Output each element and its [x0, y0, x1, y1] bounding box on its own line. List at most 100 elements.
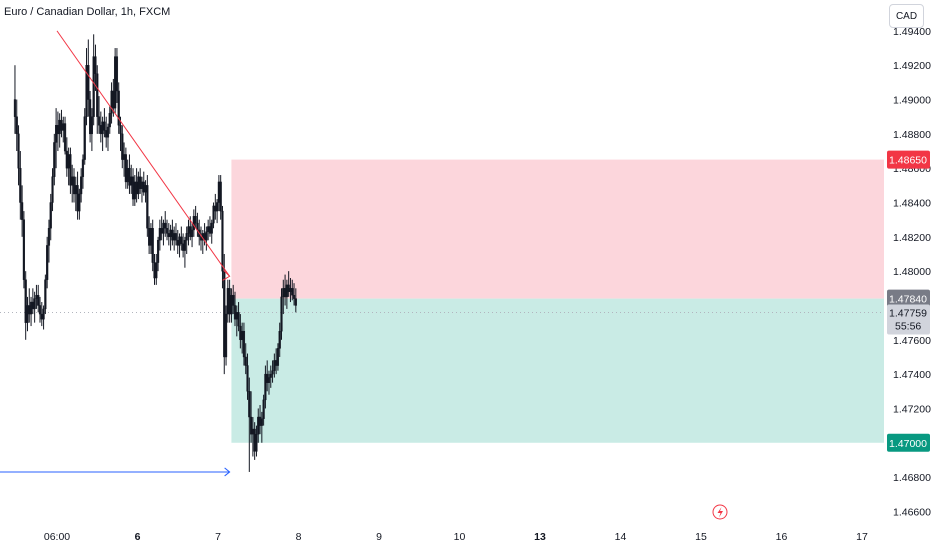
candle	[94, 44, 97, 91]
candle-body	[216, 202, 219, 212]
candle	[37, 284, 40, 313]
candle	[56, 111, 59, 152]
candle-body	[42, 308, 45, 320]
candle-body	[273, 360, 276, 371]
candle	[117, 82, 120, 134]
x-tick-label: 15	[695, 531, 707, 543]
candle-body	[171, 229, 174, 241]
candle-body	[72, 176, 76, 195]
candle	[194, 205, 197, 229]
candle	[51, 168, 54, 212]
candle-body	[246, 365, 249, 392]
candle	[40, 302, 43, 327]
candle-body	[214, 205, 217, 212]
trendline[interactable]	[56, 30, 231, 277]
candle	[182, 233, 185, 258]
candle-body	[103, 121, 106, 131]
candle-body	[230, 294, 233, 315]
candle-body	[53, 142, 56, 177]
candle	[192, 209, 195, 237]
candle-body	[76, 185, 79, 212]
candle	[121, 125, 124, 169]
candle	[276, 343, 280, 371]
candle	[103, 108, 106, 138]
candle	[44, 274, 47, 315]
candle	[97, 96, 101, 134]
candle-body	[22, 219, 26, 280]
candle-body	[17, 133, 20, 169]
candle-body	[162, 222, 165, 234]
candle	[214, 193, 217, 220]
candle	[55, 108, 58, 169]
candle-body	[51, 176, 54, 203]
candle-body	[205, 231, 208, 241]
candle	[165, 219, 169, 241]
candle	[169, 224, 172, 251]
candle-body	[180, 236, 183, 244]
candle-body	[269, 373, 272, 378]
candle-body	[164, 222, 167, 229]
candle-body	[219, 181, 222, 212]
candle-body	[165, 228, 169, 234]
candle	[90, 108, 93, 152]
y-tick-label: 1.47600	[893, 335, 931, 347]
candle-body	[189, 226, 192, 238]
y-tick-label: 1.46800	[893, 472, 931, 484]
candle	[15, 99, 18, 152]
chart-title: Euro / Canadian Dollar, 1h, FXCM	[4, 6, 171, 18]
candle-body	[144, 185, 147, 193]
candle	[78, 188, 81, 220]
candle	[160, 216, 163, 241]
candle-body	[192, 216, 195, 231]
candle	[158, 219, 161, 251]
take-profit-zone[interactable]	[231, 298, 884, 443]
candle	[183, 236, 187, 268]
candle-body	[106, 126, 110, 138]
candle-body	[233, 305, 237, 320]
candle-body	[21, 202, 24, 220]
candle-body	[105, 130, 108, 138]
candle	[139, 168, 142, 194]
candle	[83, 108, 86, 165]
currency-button[interactable]: CAD	[889, 4, 924, 28]
candle	[96, 65, 99, 134]
candle-body	[58, 119, 61, 135]
candle-body	[151, 228, 154, 263]
candle	[224, 305, 228, 366]
candle-body	[81, 159, 85, 177]
candle	[228, 279, 231, 323]
x-tick-label: 17	[856, 531, 868, 543]
candle	[87, 39, 90, 117]
candle	[88, 90, 92, 143]
candle	[144, 180, 147, 203]
y-tick-label: 1.49400	[893, 26, 931, 38]
target-price-badge: 1.47000	[887, 433, 930, 452]
y-tick-label: 1.48400	[893, 198, 931, 210]
candle-body	[126, 167, 129, 183]
candle-body	[241, 331, 244, 341]
candle	[187, 219, 190, 246]
candle	[264, 365, 267, 409]
candle	[190, 223, 194, 248]
candle	[232, 284, 235, 315]
candle	[49, 193, 52, 241]
stop-loss-zone[interactable]	[231, 159, 884, 299]
candle-body	[208, 226, 212, 234]
candle	[126, 159, 129, 189]
candle	[219, 175, 222, 220]
candle-body	[158, 228, 161, 241]
candle-body	[33, 298, 36, 310]
candle	[167, 223, 170, 246]
candle	[248, 377, 251, 472]
candle-body	[226, 288, 229, 315]
candle	[173, 226, 176, 251]
candle-body	[251, 428, 254, 435]
candle	[47, 219, 51, 263]
candle-body	[285, 284, 288, 298]
candle	[271, 360, 274, 383]
candle-body	[13, 99, 17, 117]
candle-body	[24, 279, 27, 323]
candle	[292, 283, 296, 306]
lightning-icon[interactable]	[712, 504, 728, 520]
